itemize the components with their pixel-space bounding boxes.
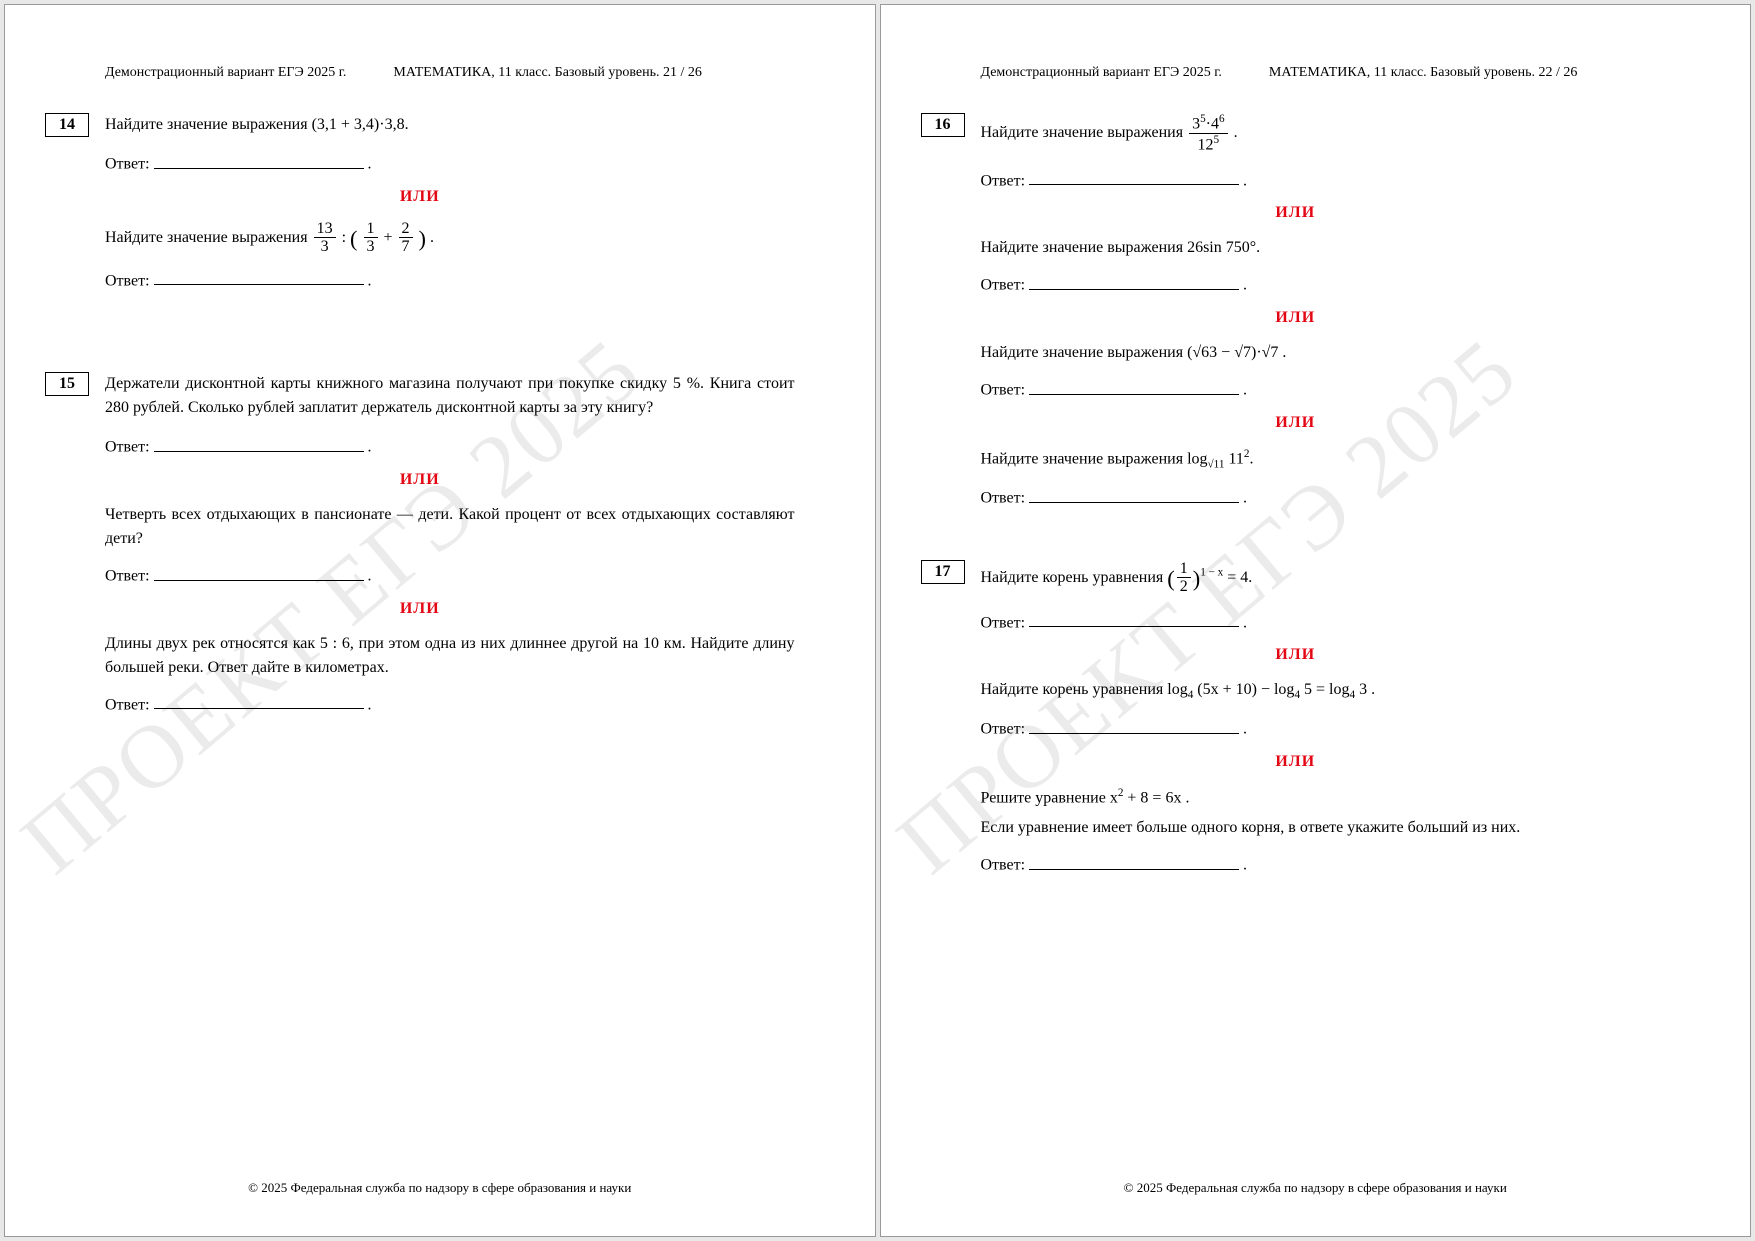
or-separator: ИЛИ	[45, 471, 795, 489]
answer-label: Ответ:	[105, 696, 150, 713]
task-16-alt3: Найдите значение выражения log√11 112.	[981, 446, 1671, 473]
page-footer: © 2025 Федеральная служба по надзору в с…	[881, 1180, 1751, 1196]
fraction: 13 3	[314, 220, 336, 256]
header-left: Демонстрационный вариант ЕГЭ 2025 г.	[105, 65, 346, 81]
answer-label: Ответ:	[981, 614, 1026, 631]
task-text: Найдите значение выражения (3,1 + 3,4)·3…	[105, 113, 795, 137]
answer-line: Ответ: .	[981, 377, 1671, 400]
task-text: Держатели дисконтной карты книжного мага…	[105, 372, 795, 420]
task-16-alt2: Найдите значение выражения (√63 − √7)·√7…	[981, 341, 1671, 365]
page-header: Демонстрационный вариант ЕГЭ 2025 г. МАТ…	[105, 65, 795, 81]
or-separator: ИЛИ	[45, 600, 795, 618]
task-14-alt: Найдите значение выражения 13 3 : ( 1 3 …	[105, 220, 795, 256]
task-number: 17	[921, 560, 965, 584]
answer-label: Ответ:	[981, 490, 1026, 507]
answer-blank[interactable]	[1029, 377, 1239, 395]
task-15-alt1: Четверть всех отдыхающих в пансионате — …	[105, 503, 795, 551]
fraction: 35·46 125	[1189, 113, 1228, 154]
answer-line: Ответ: .	[981, 610, 1671, 633]
answer-line: Ответ: .	[105, 151, 795, 174]
task-16: 16 Найдите значение выражения 35·46 125 …	[921, 113, 1671, 154]
page-21: ПРОЕКТ ЕГЭ 2025 Демонстрационный вариант…	[4, 4, 876, 1237]
answer-blank[interactable]	[1029, 272, 1239, 290]
answer-label: Ответ:	[981, 382, 1026, 399]
answer-label: Ответ:	[981, 277, 1026, 294]
task-number: 15	[45, 372, 89, 396]
answer-line: Ответ: .	[105, 563, 795, 586]
answer-line: Ответ: .	[981, 168, 1671, 191]
answer-line: Ответ: .	[105, 434, 795, 457]
fraction: 1 2	[1177, 560, 1191, 596]
task-16-alt1: Найдите значение выражения 26sin 750°.	[981, 236, 1671, 260]
task-17-alt2a: Решите уравнение x2 + 8 = 6x .	[981, 785, 1671, 810]
answer-blank[interactable]	[154, 151, 364, 169]
header-left: Демонстрационный вариант ЕГЭ 2025 г.	[981, 65, 1222, 81]
answer-blank[interactable]	[154, 692, 364, 710]
answer-blank[interactable]	[1029, 485, 1239, 503]
task-15: 15 Держатели дисконтной карты книжного м…	[45, 372, 795, 420]
answer-label: Ответ:	[105, 439, 150, 456]
answer-label: Ответ:	[981, 857, 1026, 874]
answer-line: Ответ: .	[105, 268, 795, 291]
task-17-alt2b: Если уравнение имеет больше одного корня…	[981, 816, 1671, 840]
or-separator: ИЛИ	[921, 753, 1671, 771]
answer-line: Ответ: .	[981, 852, 1671, 875]
task-text: Найдите корень уравнения ( 1 2 )1 − x = …	[981, 560, 1671, 596]
fraction: 2 7	[399, 220, 413, 256]
answer-label: Ответ:	[981, 721, 1026, 738]
header-page: 21 / 26	[663, 65, 702, 81]
answer-label: Ответ:	[105, 156, 150, 173]
or-separator: ИЛИ	[921, 646, 1671, 664]
answer-blank[interactable]	[1029, 168, 1239, 186]
answer-blank[interactable]	[154, 563, 364, 581]
answer-line: Ответ: .	[105, 692, 795, 715]
task-text: Найдите значение выражения 35·46 125 .	[981, 113, 1671, 154]
answer-blank[interactable]	[1029, 610, 1239, 628]
header-right: МАТЕМАТИКА, 11 класс. Базовый уровень.	[393, 65, 659, 81]
answer-line: Ответ: .	[981, 716, 1671, 739]
answer-label: Ответ:	[981, 172, 1026, 189]
answer-blank[interactable]	[1029, 716, 1239, 734]
answer-label: Ответ:	[105, 568, 150, 585]
header-page: 22 / 26	[1539, 65, 1578, 81]
task-number: 14	[45, 113, 89, 137]
task-15-alt2: Длины двух рек относятся как 5 : 6, при …	[105, 632, 795, 680]
task-17-alt1: Найдите корень уравнения log4 (5x + 10) …	[981, 678, 1671, 704]
or-separator: ИЛИ	[921, 414, 1671, 432]
answer-blank[interactable]	[154, 268, 364, 286]
header-right: МАТЕМАТИКА, 11 класс. Базовый уровень.	[1269, 65, 1535, 81]
page-footer: © 2025 Федеральная служба по надзору в с…	[5, 1180, 875, 1196]
answer-blank[interactable]	[1029, 852, 1239, 870]
answer-line: Ответ: .	[981, 485, 1671, 508]
fraction: 1 3	[364, 220, 378, 256]
page-22: ПРОЕКТ ЕГЭ 2025 Демонстрационный вариант…	[880, 4, 1752, 1237]
task-17: 17 Найдите корень уравнения ( 1 2 )1 − x…	[921, 560, 1671, 596]
task-number: 16	[921, 113, 965, 137]
task-14: 14 Найдите значение выражения (3,1 + 3,4…	[45, 113, 795, 137]
page-header: Демонстрационный вариант ЕГЭ 2025 г. МАТ…	[981, 65, 1671, 81]
or-separator: ИЛИ	[921, 309, 1671, 327]
answer-blank[interactable]	[154, 434, 364, 452]
or-separator: ИЛИ	[921, 204, 1671, 222]
or-separator: ИЛИ	[45, 188, 795, 206]
answer-label: Ответ:	[105, 272, 150, 289]
answer-line: Ответ: .	[981, 272, 1671, 295]
